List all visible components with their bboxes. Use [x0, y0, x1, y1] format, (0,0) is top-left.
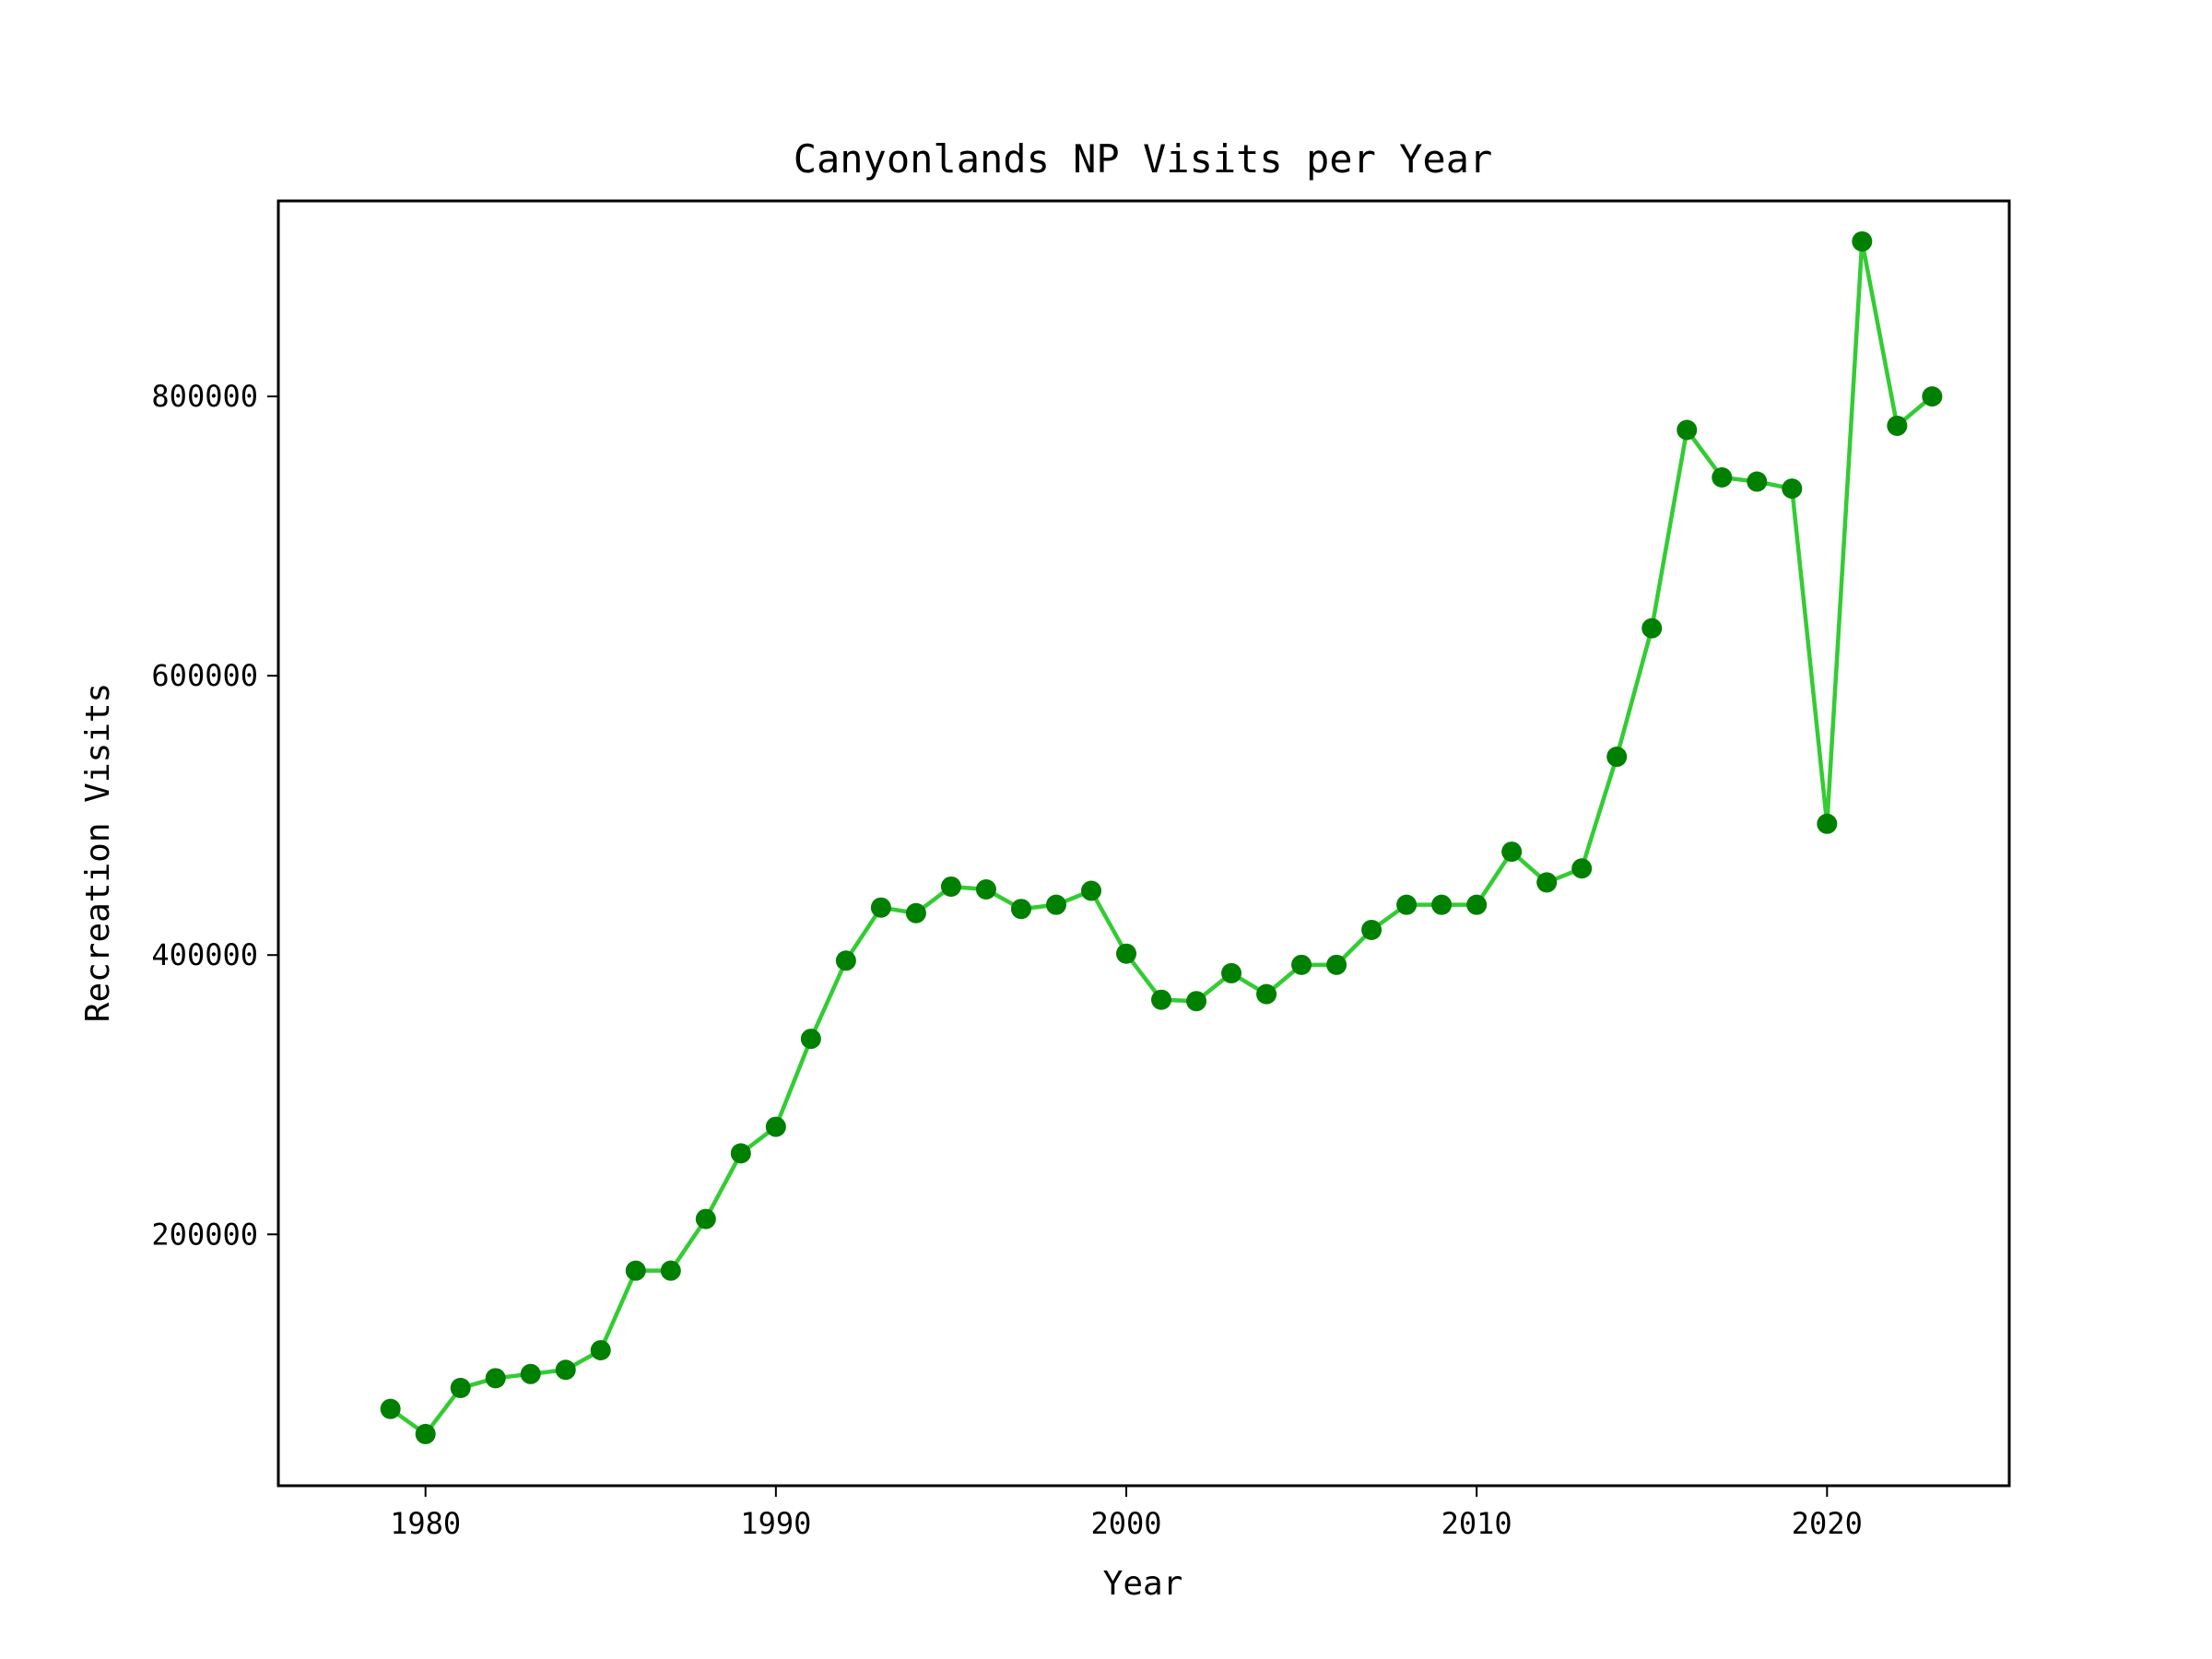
- y-axis-label: Recreation Visits: [79, 683, 117, 1022]
- data-point: [1571, 858, 1593, 879]
- y-tick-label: 200000: [151, 1217, 258, 1252]
- data-point: [1817, 813, 1838, 834]
- data-point: [1291, 954, 1312, 975]
- y-axis: 200000 400000 600000 800000: [151, 379, 278, 1252]
- x-tick-label: 2020: [1792, 1506, 1863, 1541]
- data-point: [905, 902, 926, 924]
- data-point: [940, 876, 961, 897]
- x-axis-label: Year: [1103, 1565, 1183, 1603]
- data-point: [1782, 478, 1803, 500]
- y-tick-label: 600000: [151, 658, 258, 693]
- x-axis: 1980 1990 2000 2010 2020: [390, 1486, 1863, 1541]
- data-point: [1115, 943, 1136, 964]
- data-point: [1396, 894, 1418, 915]
- chart-title: Canyonlands NP Visits per Year: [794, 136, 1493, 182]
- data-point: [695, 1208, 716, 1230]
- series-layer: [380, 230, 1943, 1444]
- y-tick-label: 800000: [151, 379, 258, 414]
- data-point: [1431, 894, 1453, 915]
- data-point: [1151, 989, 1172, 1010]
- data-point: [1536, 872, 1558, 893]
- data-point: [1010, 899, 1031, 920]
- plot-area: [276, 199, 2011, 1488]
- x-tick-label: 1980: [390, 1506, 461, 1541]
- data-point: [1221, 962, 1242, 983]
- data-point: [380, 1398, 401, 1419]
- data-point: [1466, 894, 1488, 915]
- data-point: [520, 1363, 541, 1384]
- data-point: [1045, 894, 1066, 915]
- data-point: [1501, 841, 1523, 863]
- data-point: [1641, 618, 1663, 639]
- data-point: [1361, 919, 1382, 940]
- data-point: [1256, 983, 1277, 1005]
- data-point: [1606, 747, 1628, 768]
- data-point: [450, 1377, 471, 1398]
- data-point: [485, 1368, 506, 1389]
- data-point: [870, 897, 891, 918]
- data-point: [625, 1260, 646, 1281]
- x-tick-label: 2010: [1441, 1506, 1512, 1541]
- data-point: [975, 879, 996, 900]
- data-point: [1852, 230, 1873, 252]
- y-tick-label: 400000: [151, 937, 258, 972]
- data-point: [1887, 415, 1908, 436]
- data-point: [415, 1423, 436, 1444]
- plot-frame: [276, 199, 2011, 1488]
- data-point: [1080, 880, 1101, 901]
- x-tick-label: 1990: [740, 1506, 811, 1541]
- data-point: [1186, 991, 1207, 1012]
- data-point: [1922, 386, 1943, 407]
- data-point: [730, 1143, 751, 1164]
- x-tick-label: 2000: [1090, 1506, 1161, 1541]
- data-point: [800, 1029, 821, 1050]
- data-point: [1747, 471, 1768, 492]
- data-point: [835, 950, 856, 971]
- data-point: [1326, 954, 1347, 975]
- data-point: [765, 1116, 786, 1137]
- data-point: [555, 1359, 576, 1381]
- data-point: [590, 1340, 611, 1361]
- data-point: [1712, 467, 1733, 488]
- data-point: [1677, 419, 1698, 441]
- data-point: [660, 1260, 681, 1281]
